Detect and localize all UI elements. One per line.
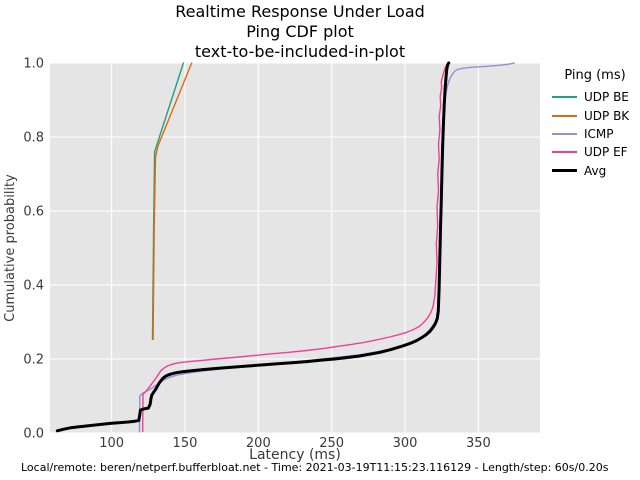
- legend: Ping (ms) UDP BE UDP BK ICMP UDP EF Avg: [552, 68, 638, 180]
- y-tick-label: 0.2: [23, 353, 44, 368]
- x-tick-label: 300: [393, 436, 418, 451]
- y-tick-label: 0.8: [23, 131, 44, 146]
- y-tick-label: 0.4: [23, 279, 44, 294]
- gridlines: [50, 62, 540, 434]
- title-line-3: text-to-be-included-in-plot: [194, 42, 406, 61]
- series-line-udp-bk: [152, 62, 193, 341]
- plot-panel: [50, 63, 540, 433]
- legend-line-swatch: [552, 169, 577, 173]
- chart-title: Realtime Response Under Load Ping CDF pl…: [50, 2, 550, 62]
- legend-entry-udp-bk: UDP BK: [552, 106, 638, 124]
- x-tick-label: 150: [173, 436, 198, 451]
- y-axis-label: Cumulative probability: [3, 174, 18, 322]
- legend-line-swatch: [552, 132, 577, 135]
- legend-entry-label: Avg: [584, 163, 607, 178]
- legend-entry-label: UDP BK: [584, 108, 630, 123]
- legend-line-swatch: [552, 96, 577, 99]
- x-tick-label: 100: [99, 436, 124, 451]
- footer-metadata: Local/remote: beren/netperf.bufferbloat.…: [21, 461, 609, 474]
- legend-entry-avg: Avg: [552, 162, 638, 180]
- y-tick-label: 0.6: [23, 205, 44, 220]
- legend-line-swatch: [552, 114, 577, 117]
- legend-line-swatch: [552, 151, 577, 154]
- legend-entry-icmp: ICMP: [552, 125, 638, 143]
- x-tick-label: 200: [246, 436, 271, 451]
- legend-title: Ping (ms): [564, 68, 626, 83]
- y-tick-label: 0.0: [23, 427, 44, 442]
- legend-entry-label: ICMP: [584, 126, 614, 141]
- series-line-avg: [55, 61, 451, 433]
- x-axis-label: Latency (ms): [249, 447, 341, 463]
- title-line-2: Ping CDF plot: [246, 22, 354, 41]
- series-lines: [55, 61, 515, 433]
- y-tick-label: 1.0: [23, 57, 44, 72]
- legend-entry-udp-ef: UDP EF: [552, 143, 638, 161]
- title-line-1: Realtime Response Under Load: [175, 2, 425, 21]
- x-tick-label: 350: [466, 436, 491, 451]
- legend-entry-udp-be: UDP BE: [552, 88, 638, 106]
- series-line-udp-ef: [141, 62, 451, 433]
- x-tick-label: 250: [319, 436, 344, 451]
- legend-entry-label: UDP EF: [584, 145, 628, 160]
- legend-entry-label: UDP BE: [584, 90, 629, 105]
- legend-entries: UDP BE UDP BK ICMP UDP EF Avg: [552, 88, 638, 180]
